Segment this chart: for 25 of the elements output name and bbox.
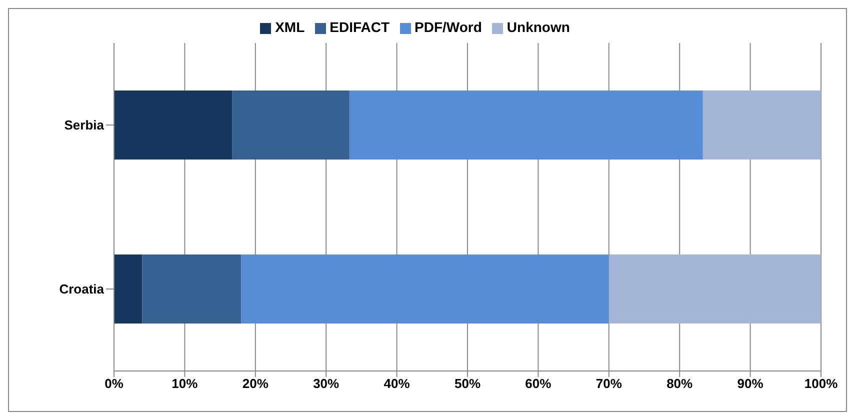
legend-label: XML (275, 19, 305, 35)
legend-label: Unknown (506, 19, 570, 35)
bar (608, 254, 821, 324)
x-tick-label: 100% (804, 376, 838, 392)
x-tick-label: 40% (384, 376, 410, 392)
bar (232, 90, 350, 160)
bar (241, 254, 609, 324)
bar (114, 90, 232, 160)
x-tick-label: 60% (525, 376, 552, 392)
bar (349, 90, 703, 160)
x-tick-label: 20% (242, 376, 269, 392)
legend-label: PDF/Word (414, 19, 482, 35)
x-tick-label: 30% (313, 376, 340, 392)
x-tick-label: 80% (666, 376, 694, 392)
y-tick-label: Serbia (64, 118, 105, 133)
x-tick-label: 0% (104, 376, 124, 392)
x-tick-label: 90% (737, 376, 764, 392)
bar (114, 254, 142, 324)
y-tick-label: Croatia (59, 282, 105, 297)
x-tick-label: 70% (596, 376, 622, 392)
bar (702, 90, 821, 160)
legend-label: EDIFACT (330, 19, 390, 35)
x-tick-label: 50% (454, 376, 481, 392)
bar (142, 254, 242, 324)
x-tick-label: 10% (172, 376, 198, 392)
